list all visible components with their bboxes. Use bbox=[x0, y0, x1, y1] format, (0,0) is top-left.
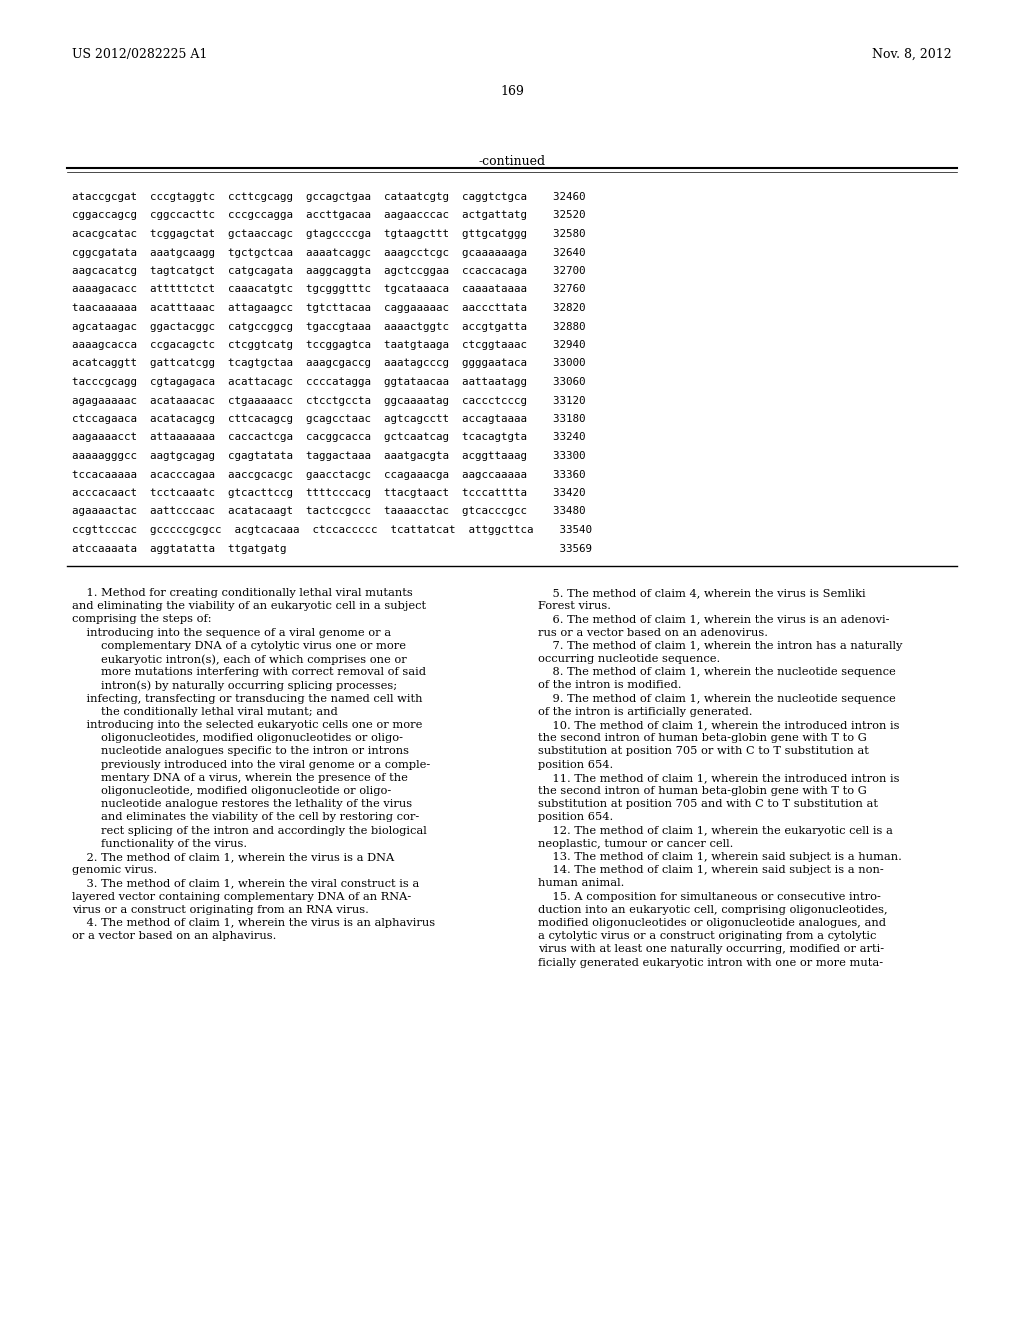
Text: substitution at position 705 and with C to T substitution at: substitution at position 705 and with C … bbox=[538, 799, 878, 809]
Text: atccaaaata  aggtatatta  ttgatgatg                                          33569: atccaaaata aggtatatta ttgatgatg 33569 bbox=[72, 544, 592, 553]
Text: or a vector based on an alphavirus.: or a vector based on an alphavirus. bbox=[72, 931, 276, 941]
Text: layered vector containing complementary DNA of an RNA-: layered vector containing complementary … bbox=[72, 891, 412, 902]
Text: agaaaactac  aattcccaac  acatacaagt  tactccgccc  taaaacctac  gtcacccgcc    33480: agaaaactac aattcccaac acatacaagt tactccg… bbox=[72, 507, 586, 516]
Text: functionality of the virus.: functionality of the virus. bbox=[72, 838, 247, 849]
Text: eukaryotic intron(s), each of which comprises one or: eukaryotic intron(s), each of which comp… bbox=[72, 653, 407, 664]
Text: 5. The method of claim 4, wherein the virus is Semliki: 5. The method of claim 4, wherein the vi… bbox=[538, 587, 865, 598]
Text: oligonucleotide, modified oligonucleotide or oligo-: oligonucleotide, modified oligonucleotid… bbox=[72, 785, 391, 796]
Text: of the intron is artificially generated.: of the intron is artificially generated. bbox=[538, 706, 753, 717]
Text: modified oligonucleotides or oligonucleotide analogues, and: modified oligonucleotides or oligonucleo… bbox=[538, 917, 886, 928]
Text: aagcacatcg  tagtcatgct  catgcagata  aaggcaggta  agctccggaa  ccaccacaga    32700: aagcacatcg tagtcatgct catgcagata aaggcag… bbox=[72, 267, 586, 276]
Text: a cytolytic virus or a construct originating from a cytolytic: a cytolytic virus or a construct origina… bbox=[538, 931, 877, 941]
Text: 15. A composition for simultaneous or consecutive intro-: 15. A composition for simultaneous or co… bbox=[538, 891, 881, 902]
Text: oligonucleotides, modified oligonucleotides or oligo-: oligonucleotides, modified oligonucleoti… bbox=[72, 733, 403, 743]
Text: Forest virus.: Forest virus. bbox=[538, 601, 611, 611]
Text: virus with at least one naturally occurring, modified or arti-: virus with at least one naturally occurr… bbox=[538, 944, 884, 954]
Text: 2. The method of claim 1, wherein the virus is a DNA: 2. The method of claim 1, wherein the vi… bbox=[72, 851, 394, 862]
Text: 7. The method of claim 1, wherein the intron has a naturally: 7. The method of claim 1, wherein the in… bbox=[538, 640, 902, 651]
Text: position 654.: position 654. bbox=[538, 812, 613, 822]
Text: nucleotide analogue restores the lethality of the virus: nucleotide analogue restores the lethali… bbox=[72, 799, 412, 809]
Text: aagaaaacct  attaaaaaaa  caccactcga  cacggcacca  gctcaatcag  tcacagtgta    33240: aagaaaacct attaaaaaaa caccactcga cacggca… bbox=[72, 433, 586, 442]
Text: rus or a vector based on an adenovirus.: rus or a vector based on an adenovirus. bbox=[538, 627, 768, 638]
Text: 6. The method of claim 1, wherein the virus is an adenovi-: 6. The method of claim 1, wherein the vi… bbox=[538, 614, 890, 624]
Text: agcataagac  ggactacggc  catgccggcg  tgaccgtaaa  aaaactggtc  accgtgatta    32880: agcataagac ggactacggc catgccggcg tgaccgt… bbox=[72, 322, 586, 331]
Text: the second intron of human beta-globin gene with T to G: the second intron of human beta-globin g… bbox=[538, 733, 867, 743]
Text: US 2012/0282225 A1: US 2012/0282225 A1 bbox=[72, 48, 208, 61]
Text: the second intron of human beta-globin gene with T to G: the second intron of human beta-globin g… bbox=[538, 785, 867, 796]
Text: tacccgcagg  cgtagagaca  acattacagc  ccccatagga  ggtataacaa  aattaatagg    33060: tacccgcagg cgtagagaca acattacagc ccccata… bbox=[72, 378, 586, 387]
Text: previously introduced into the viral genome or a comple-: previously introduced into the viral gen… bbox=[72, 759, 430, 770]
Text: and eliminating the viability of an eukaryotic cell in a subject: and eliminating the viability of an euka… bbox=[72, 601, 426, 611]
Text: introducing into the sequence of a viral genome or a: introducing into the sequence of a viral… bbox=[72, 627, 391, 638]
Text: 4. The method of claim 1, wherein the virus is an alphavirus: 4. The method of claim 1, wherein the vi… bbox=[72, 917, 435, 928]
Text: of the intron is modified.: of the intron is modified. bbox=[538, 680, 682, 690]
Text: acatcaggtt  gattcatcgg  tcagtgctaa  aaagcgaccg  aaatagcccg  ggggaataca    33000: acatcaggtt gattcatcgg tcagtgctaa aaagcga… bbox=[72, 359, 586, 368]
Text: genomic virus.: genomic virus. bbox=[72, 865, 158, 875]
Text: neoplastic, tumour or cancer cell.: neoplastic, tumour or cancer cell. bbox=[538, 838, 733, 849]
Text: introducing into the selected eukaryotic cells one or more: introducing into the selected eukaryotic… bbox=[72, 719, 422, 730]
Text: agagaaaaac  acataaacac  ctgaaaaacc  ctcctgccta  ggcaaaatag  caccctcccg    33120: agagaaaaac acataaacac ctgaaaaacc ctcctgc… bbox=[72, 396, 586, 405]
Text: mentary DNA of a virus, wherein the presence of the: mentary DNA of a virus, wherein the pres… bbox=[72, 772, 408, 783]
Text: tccacaaaaa  acacccagaa  aaccgcacgc  gaacctacgc  ccagaaacga  aagccaaaaa    33360: tccacaaaaa acacccagaa aaccgcacgc gaaccta… bbox=[72, 470, 586, 479]
Text: ctccagaaca  acatacagcg  cttcacagcg  gcagcctaac  agtcagcctt  accagtaaaa    33180: ctccagaaca acatacagcg cttcacagcg gcagcct… bbox=[72, 414, 586, 424]
Text: and eliminates the viability of the cell by restoring cor-: and eliminates the viability of the cell… bbox=[72, 812, 419, 822]
Text: acacgcatac  tcggagctat  gctaaccagc  gtagccccga  tgtaagcttt  gttgcatggg    32580: acacgcatac tcggagctat gctaaccagc gtagccc… bbox=[72, 228, 586, 239]
Text: ficially generated eukaryotic intron with one or more muta-: ficially generated eukaryotic intron wit… bbox=[538, 957, 883, 968]
Text: rect splicing of the intron and accordingly the biological: rect splicing of the intron and accordin… bbox=[72, 825, 427, 836]
Text: 13. The method of claim 1, wherein said subject is a human.: 13. The method of claim 1, wherein said … bbox=[538, 851, 902, 862]
Text: intron(s) by naturally occurring splicing processes;: intron(s) by naturally occurring splicin… bbox=[72, 680, 397, 690]
Text: 10. The method of claim 1, wherein the introduced intron is: 10. The method of claim 1, wherein the i… bbox=[538, 719, 899, 730]
Text: taacaaaaaa  acatttaaac  attagaagcc  tgtcttacaa  caggaaaaac  aacccttata    32820: taacaaaaaa acatttaaac attagaagcc tgtctta… bbox=[72, 304, 586, 313]
Text: ataccgcgat  cccgtaggtc  ccttcgcagg  gccagctgaa  cataatcgtg  caggtctgca    32460: ataccgcgat cccgtaggtc ccttcgcagg gccagct… bbox=[72, 191, 586, 202]
Text: the conditionally lethal viral mutant; and: the conditionally lethal viral mutant; a… bbox=[72, 706, 338, 717]
Text: 8. The method of claim 1, wherein the nucleotide sequence: 8. The method of claim 1, wherein the nu… bbox=[538, 667, 896, 677]
Text: position 654.: position 654. bbox=[538, 759, 613, 770]
Text: human animal.: human animal. bbox=[538, 878, 625, 888]
Text: 12. The method of claim 1, wherein the eukaryotic cell is a: 12. The method of claim 1, wherein the e… bbox=[538, 825, 893, 836]
Text: virus or a construct originating from an RNA virus.: virus or a construct originating from an… bbox=[72, 904, 369, 915]
Text: Nov. 8, 2012: Nov. 8, 2012 bbox=[872, 48, 952, 61]
Text: ccgttcccac  gcccccgcgcc  acgtcacaaa  ctccaccccc  tcattatcat  attggcttca    33540: ccgttcccac gcccccgcgcc acgtcacaaa ctccac… bbox=[72, 525, 592, 535]
Text: 11. The method of claim 1, wherein the introduced intron is: 11. The method of claim 1, wherein the i… bbox=[538, 772, 899, 783]
Text: aaaagacacc  atttttctct  caaacatgtc  tgcgggtttc  tgcataaaca  caaaataaaa    32760: aaaagacacc atttttctct caaacatgtc tgcgggt… bbox=[72, 285, 586, 294]
Text: cggcgatata  aaatgcaagg  tgctgctcaa  aaaatcaggc  aaagcctcgc  gcaaaaaaga    32640: cggcgatata aaatgcaagg tgctgctcaa aaaatca… bbox=[72, 248, 586, 257]
Text: infecting, transfecting or transducing the named cell with: infecting, transfecting or transducing t… bbox=[72, 693, 423, 704]
Text: aaaaagggcc  aagtgcagag  cgagtatata  taggactaaa  aaatgacgta  acggttaaag    33300: aaaaagggcc aagtgcagag cgagtatata taggact… bbox=[72, 451, 586, 461]
Text: complementary DNA of a cytolytic virus one or more: complementary DNA of a cytolytic virus o… bbox=[72, 640, 406, 651]
Text: 169: 169 bbox=[500, 84, 524, 98]
Text: substitution at position 705 or with C to T substitution at: substitution at position 705 or with C t… bbox=[538, 746, 869, 756]
Text: occurring nucleotide sequence.: occurring nucleotide sequence. bbox=[538, 653, 720, 664]
Text: aaaagcacca  ccgacagctc  ctcggtcatg  tccggagtca  taatgtaaga  ctcggtaaac    32940: aaaagcacca ccgacagctc ctcggtcatg tccggag… bbox=[72, 341, 586, 350]
Text: comprising the steps of:: comprising the steps of: bbox=[72, 614, 212, 624]
Text: -continued: -continued bbox=[478, 154, 546, 168]
Text: acccacaact  tcctcaaatc  gtcacttccg  ttttcccacg  ttacgtaact  tcccatttta    33420: acccacaact tcctcaaatc gtcacttccg ttttccc… bbox=[72, 488, 586, 498]
Text: 1. Method for creating conditionally lethal viral mutants: 1. Method for creating conditionally let… bbox=[72, 587, 413, 598]
Text: duction into an eukaryotic cell, comprising oligonucleotides,: duction into an eukaryotic cell, compris… bbox=[538, 904, 888, 915]
Text: 9. The method of claim 1, wherein the nucleotide sequence: 9. The method of claim 1, wherein the nu… bbox=[538, 693, 896, 704]
Text: 3. The method of claim 1, wherein the viral construct is a: 3. The method of claim 1, wherein the vi… bbox=[72, 878, 419, 888]
Text: nucleotide analogues specific to the intron or introns: nucleotide analogues specific to the int… bbox=[72, 746, 409, 756]
Text: cggaccagcg  cggccacttc  cccgccagga  accttgacaa  aagaacccac  actgattatg    32520: cggaccagcg cggccacttc cccgccagga accttga… bbox=[72, 210, 586, 220]
Text: 14. The method of claim 1, wherein said subject is a non-: 14. The method of claim 1, wherein said … bbox=[538, 865, 884, 875]
Text: more mutations interfering with correct removal of said: more mutations interfering with correct … bbox=[72, 667, 426, 677]
